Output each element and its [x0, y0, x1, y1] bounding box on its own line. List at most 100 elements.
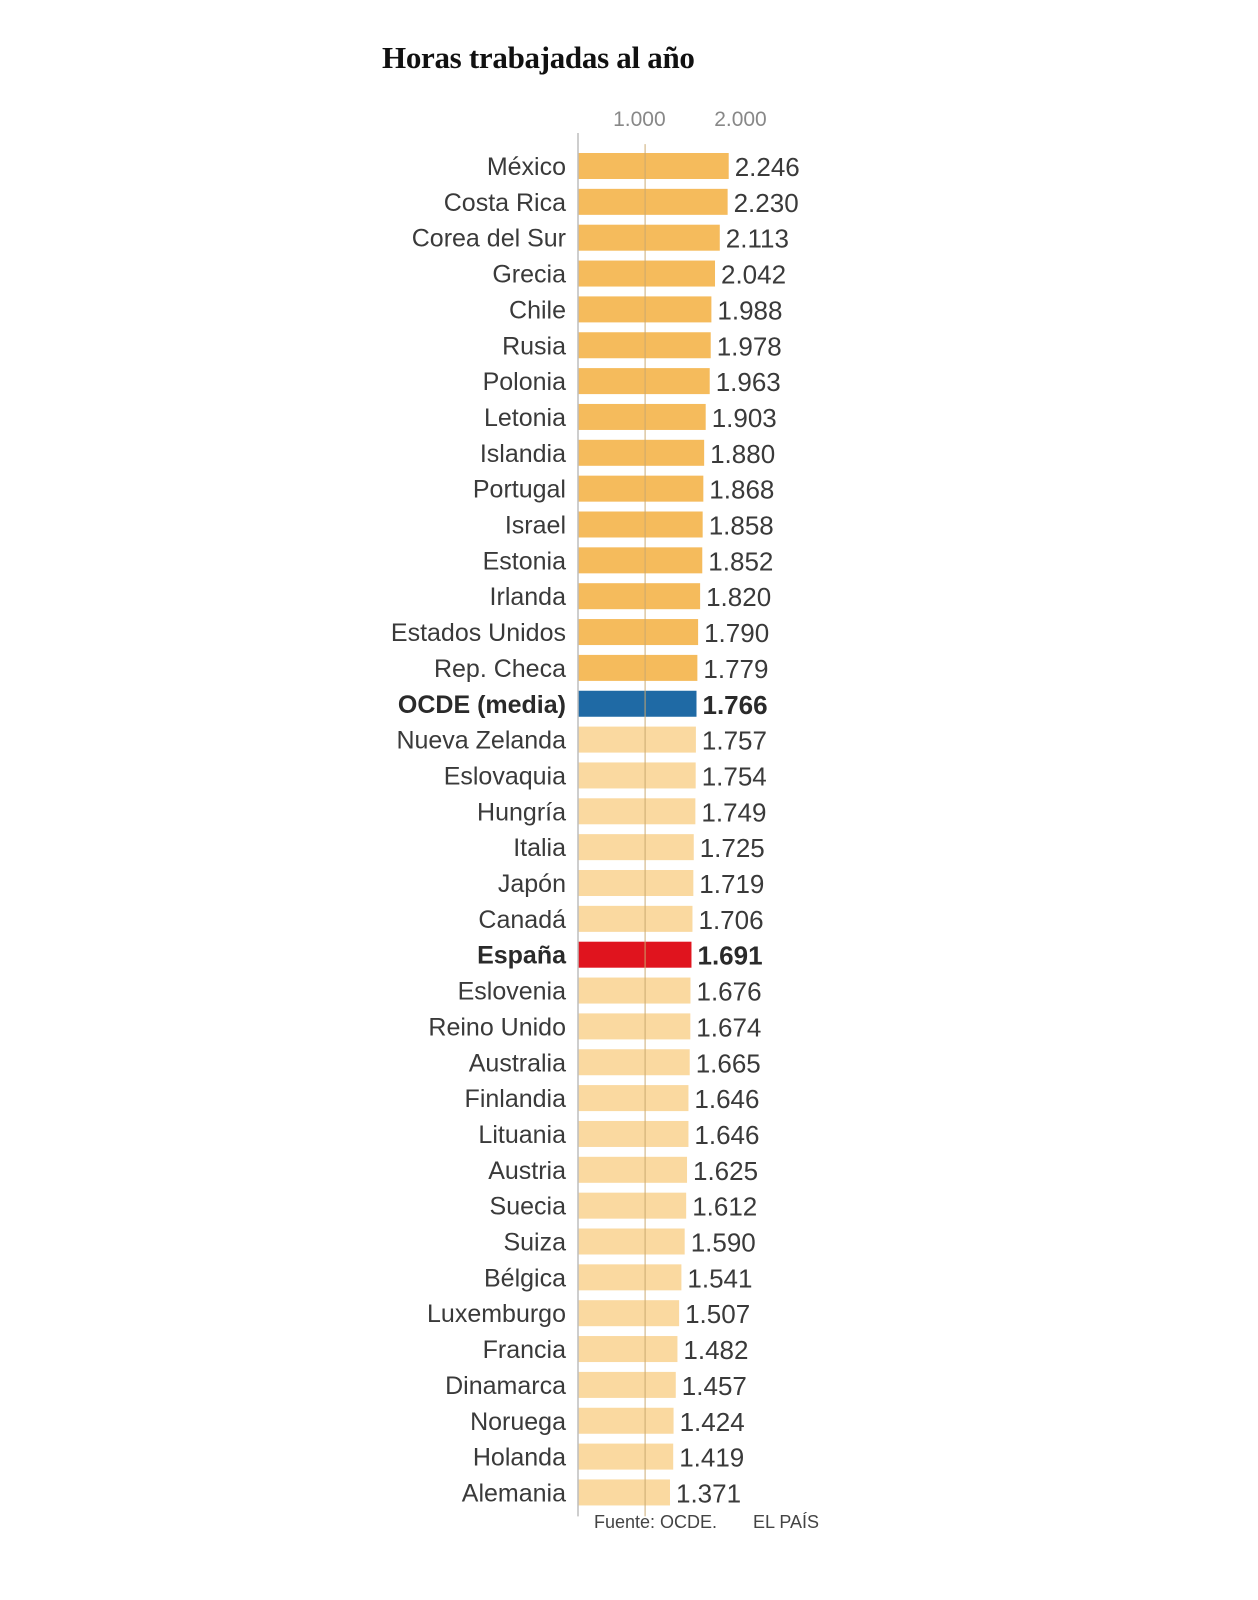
value-label-suecia: 1.612 — [692, 1192, 757, 1222]
value-label-japon: 1.719 — [699, 869, 764, 899]
value-label-estonia: 1.852 — [708, 546, 773, 576]
value-label-austria: 1.625 — [693, 1156, 758, 1186]
bar-canada — [578, 905, 693, 932]
category-label-portugal: Portugal — [473, 476, 566, 504]
value-label-holanda: 1.419 — [679, 1443, 744, 1473]
bar-grecia — [578, 260, 716, 287]
category-label-grecia: Grecia — [492, 261, 566, 289]
bar-holanda — [578, 1443, 674, 1470]
value-label-reino-unido: 1.674 — [696, 1012, 761, 1042]
value-label-portugal: 1.868 — [709, 475, 774, 505]
bar-corea-del-sur — [578, 224, 720, 251]
bar-japon — [578, 870, 694, 896]
bar-irlanda — [578, 583, 701, 610]
category-label-belgica: Bélgica — [484, 1264, 566, 1292]
bar-costa-rica — [578, 188, 728, 215]
value-label-dinamarca: 1.457 — [682, 1371, 747, 1401]
value-label-israel: 1.858 — [709, 511, 774, 541]
category-label-letonia: Letonia — [484, 404, 566, 432]
value-label-mexico: 2.246 — [735, 152, 800, 182]
category-label-eslovenia: Eslovenia — [458, 978, 566, 1006]
value-label-canada: 1.706 — [699, 905, 764, 935]
value-label-irlanda: 1.820 — [706, 582, 771, 612]
bar-lituania — [578, 1120, 689, 1147]
category-label-islandia: Islandia — [480, 440, 566, 468]
category-label-suecia: Suecia — [490, 1193, 567, 1221]
value-label-rep-checa: 1.779 — [703, 654, 768, 684]
publisher-credit: EL PAÍS — [753, 1512, 820, 1532]
bar-islandia — [578, 439, 705, 466]
bar-polonia — [578, 368, 710, 395]
category-label-hungria: Hungría — [477, 798, 566, 826]
category-label-italia: Italia — [513, 834, 566, 862]
value-label-grecia: 2.042 — [721, 260, 786, 290]
bar-suiza — [578, 1228, 685, 1255]
value-label-letonia: 1.903 — [712, 403, 777, 433]
chart-title: Horas trabajadas al año — [382, 40, 695, 75]
value-label-polonia: 1.963 — [716, 367, 781, 397]
bar-rep-checa — [578, 654, 698, 681]
category-label-rep-checa: Rep. Checa — [434, 655, 566, 683]
category-label-irlanda: Irlanda — [490, 583, 567, 611]
category-label-polonia: Polonia — [483, 368, 566, 396]
value-label-chile: 1.988 — [717, 295, 782, 325]
bar-dinamarca — [578, 1371, 676, 1398]
category-label-israel: Israel — [505, 512, 566, 540]
bar-eslovenia — [578, 977, 691, 1004]
value-label-noruega: 1.424 — [680, 1407, 745, 1437]
bar-hungria — [578, 798, 696, 825]
category-label-estonia: Estonia — [483, 547, 566, 575]
category-label-estados-unidos: Estados Unidos — [391, 619, 566, 647]
category-label-lituania: Lituania — [478, 1121, 566, 1149]
bar-alemania — [578, 1479, 670, 1506]
category-label-finlandia: Finlandia — [465, 1085, 567, 1113]
value-label-costa-rica: 2.230 — [734, 188, 799, 218]
category-label-nueva-zelanda: Nueva Zelanda — [396, 727, 566, 755]
value-label-rusia: 1.978 — [717, 331, 782, 361]
bar-reino-unido — [578, 1013, 691, 1040]
bar-finlandia — [578, 1085, 689, 1112]
value-label-ocde-media: 1.766 — [703, 690, 768, 720]
value-label-finlandia: 1.646 — [694, 1084, 759, 1114]
value-label-luxemburgo: 1.507 — [685, 1299, 750, 1329]
source-note: Fuente: OCDE. — [594, 1512, 718, 1532]
bar-italia — [578, 834, 694, 861]
value-label-nueva-zelanda: 1.757 — [702, 726, 767, 756]
value-label-belgica: 1.541 — [687, 1263, 752, 1293]
value-label-lituania: 1.646 — [694, 1120, 759, 1150]
value-label-corea-del-sur: 2.113 — [726, 224, 789, 254]
value-label-australia: 1.665 — [696, 1048, 761, 1078]
bar-letonia — [578, 403, 706, 430]
bar-estonia — [578, 547, 703, 574]
bar-portugal — [578, 475, 704, 502]
category-label-corea-del-sur: Corea del Sur — [412, 225, 566, 253]
bar-estados-unidos — [578, 619, 699, 646]
category-label-rusia: Rusia — [502, 332, 566, 360]
category-label-espana: España — [477, 942, 567, 970]
value-label-estados-unidos: 1.790 — [704, 618, 769, 648]
value-label-francia: 1.482 — [683, 1335, 748, 1365]
category-label-austria: Austria — [488, 1157, 566, 1185]
bar-espana — [578, 941, 692, 968]
category-label-holanda: Holanda — [473, 1444, 566, 1472]
bar-rusia — [578, 332, 711, 359]
value-label-hungria: 1.749 — [701, 797, 766, 827]
bar-australia — [578, 1049, 690, 1076]
bar-israel — [578, 511, 703, 538]
category-label-luxemburgo: Luxemburgo — [427, 1300, 566, 1328]
value-label-espana: 1.691 — [698, 941, 763, 971]
value-label-italia: 1.725 — [700, 833, 765, 863]
value-label-suiza: 1.590 — [691, 1228, 756, 1258]
x-tick-label: 2.000 — [714, 108, 767, 131]
value-label-eslovenia: 1.676 — [697, 977, 762, 1007]
value-label-alemania: 1.371 — [676, 1479, 741, 1509]
category-label-japon: Japón — [498, 870, 566, 898]
category-label-suiza: Suiza — [503, 1229, 566, 1257]
category-label-mexico: México — [487, 153, 566, 181]
bar-ocde-media — [578, 690, 697, 717]
category-label-canada: Canadá — [478, 906, 566, 934]
category-label-reino-unido: Reino Unido — [428, 1013, 566, 1041]
bar-noruega — [578, 1407, 674, 1434]
bar-austria — [578, 1156, 688, 1183]
bar-mexico — [578, 153, 729, 179]
